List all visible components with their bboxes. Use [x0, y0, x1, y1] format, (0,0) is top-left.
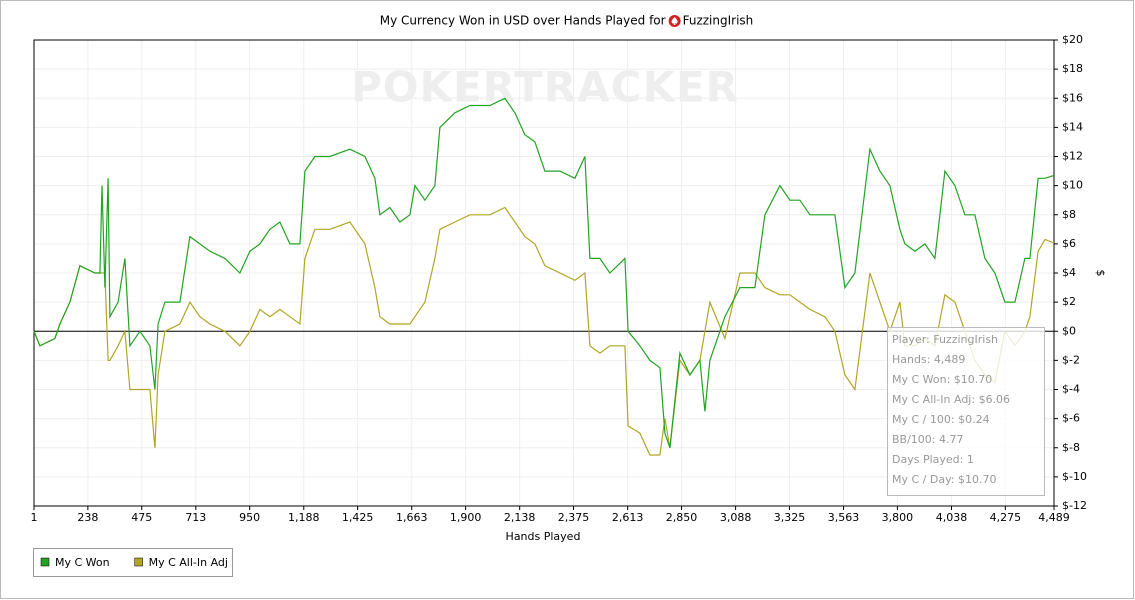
x-tick-label: 1,663	[396, 511, 428, 524]
tooltip-line: Hands: 4,489	[892, 353, 965, 366]
y-tick-label: $-12	[1062, 499, 1087, 512]
x-tick-label: 2,850	[666, 511, 698, 524]
tooltip-line: Days Played: 1	[892, 453, 974, 466]
tooltip-line: My C / 100: $0.24	[892, 413, 990, 426]
x-tick-label: 2,375	[558, 511, 590, 524]
y-tick-label: $10	[1062, 179, 1083, 192]
x-tick-label: 4,275	[990, 511, 1022, 524]
player-icon	[668, 15, 681, 27]
y-tick-label: $6	[1062, 237, 1076, 250]
x-tick-label: 1,188	[288, 511, 320, 524]
x-tick-label: 475	[131, 511, 152, 524]
x-tick-label: 3,800	[882, 511, 914, 524]
x-tick-label: 1	[31, 511, 38, 524]
y-axis-title: $	[1094, 270, 1107, 277]
y-tick-label: $20	[1062, 33, 1083, 46]
tooltip-line: My C Won: $10.70	[892, 373, 992, 386]
tooltip-line: My C All-In Adj: $6.06	[892, 393, 1010, 406]
y-tick-label: $18	[1062, 62, 1083, 75]
y-tick-label: $-4	[1062, 383, 1080, 396]
x-tick-label: 1,900	[450, 511, 482, 524]
legend-label: My C Won	[55, 556, 110, 569]
x-tick-label: 2,613	[612, 511, 644, 524]
series-line	[33, 97, 1055, 448]
player-name: FuzzingIrish	[683, 14, 754, 28]
x-tick-label: 238	[77, 511, 98, 524]
x-tick-label: 950	[239, 511, 260, 524]
y-tick-label: $-8	[1062, 441, 1080, 454]
x-tick-label: 3,088	[720, 511, 752, 524]
y-tick-label: $2	[1062, 295, 1076, 308]
x-axis-title: Hands Played	[506, 530, 581, 543]
y-tick-label: $14	[1062, 120, 1083, 133]
y-tick-label: $4	[1062, 266, 1076, 279]
x-tick-label: 2,138	[504, 511, 536, 524]
tooltip: Player: FuzzingIrish Hands: 4,489 My C Won…	[887, 327, 1045, 496]
y-tick-label: $-10	[1062, 470, 1087, 483]
x-tick-label: 3,325	[774, 511, 806, 524]
tooltip-box	[887, 327, 1045, 496]
series-line	[33, 206, 1055, 456]
tooltip-line: My C / Day: $10.70	[892, 473, 997, 486]
icon-spade	[671, 17, 678, 25]
y-tick-label: $12	[1062, 150, 1083, 163]
legend	[33, 548, 233, 577]
x-tick-label: 3,563	[828, 511, 860, 524]
y-tick-label: $-2	[1062, 353, 1080, 366]
tooltip-line: BB/100: 4.77	[892, 433, 964, 446]
watermark: POKERTRACKER	[351, 63, 739, 112]
x-tick-label: 713	[185, 511, 206, 524]
legend-swatch	[40, 557, 50, 567]
y-tick-label: $-6	[1062, 412, 1080, 425]
x-tick-label: 1,425	[342, 511, 374, 524]
y-tick-label: $8	[1062, 208, 1076, 221]
legend-label: My C All-In Adj	[149, 556, 228, 569]
chart-title: My Currency Won in USD over Hands Played…	[380, 14, 666, 28]
x-tick-label: 4,038	[936, 511, 968, 524]
tooltip-line: Player: FuzzingIrish	[892, 333, 998, 346]
legend-swatch	[134, 557, 143, 567]
y-tick-label: $16	[1062, 91, 1083, 104]
y-tick-label: $0	[1062, 324, 1076, 337]
x-tick-label: 4,489	[1038, 511, 1070, 524]
